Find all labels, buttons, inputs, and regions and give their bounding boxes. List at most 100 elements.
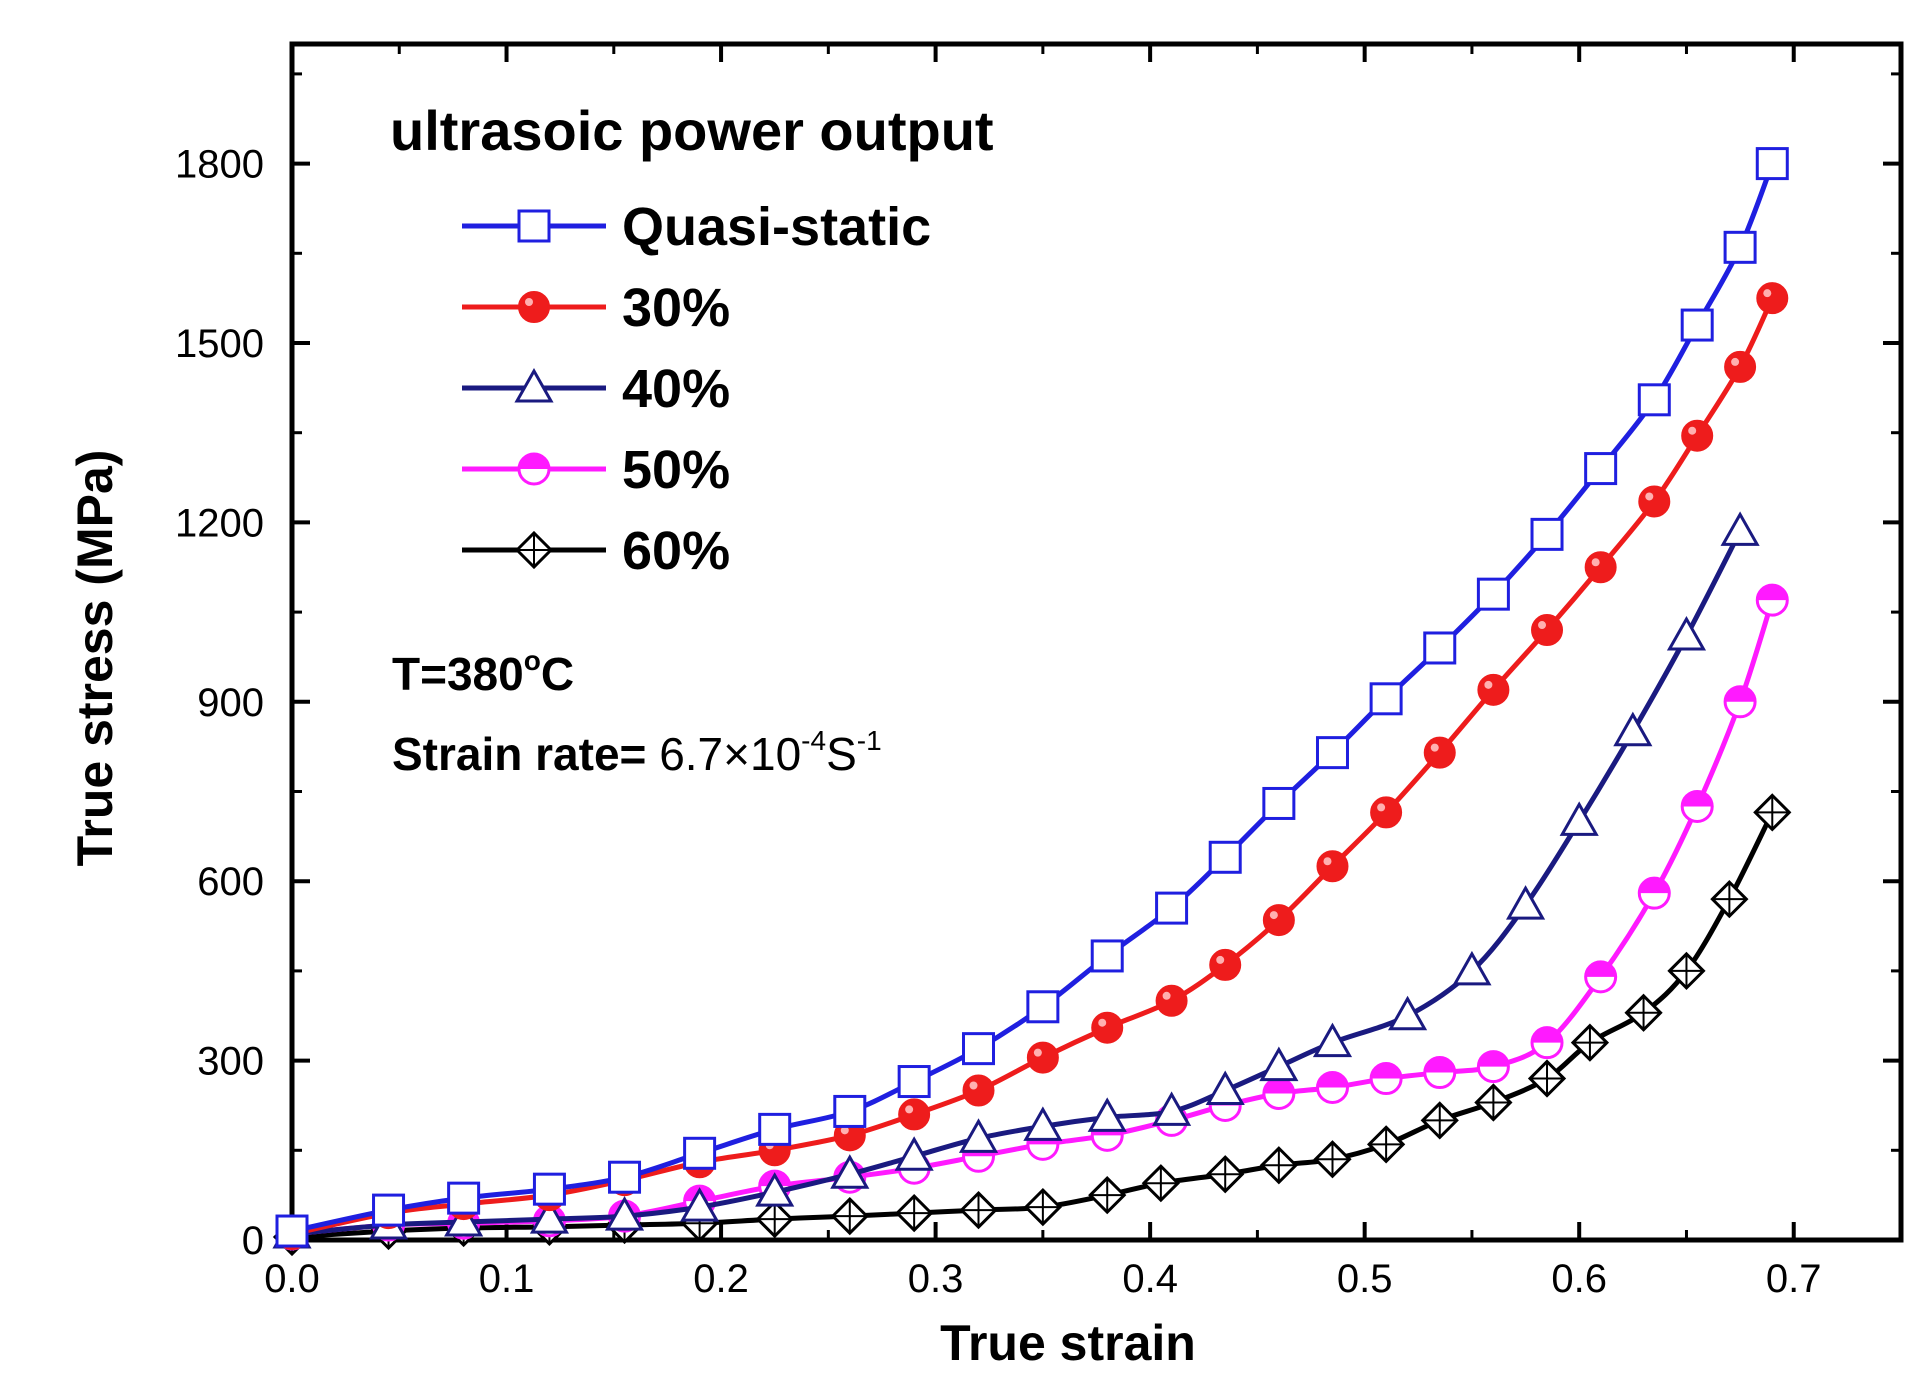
legend-item: 40% bbox=[462, 359, 730, 419]
legend-item: Quasi-static bbox=[462, 197, 931, 257]
data-point bbox=[830, 1196, 869, 1236]
data-point bbox=[1637, 383, 1671, 417]
data-point bbox=[1720, 511, 1760, 546]
x-tick-label: 0.3 bbox=[908, 1257, 964, 1301]
data-point bbox=[959, 1190, 998, 1230]
data-point bbox=[1723, 685, 1757, 719]
legend-item: 60% bbox=[462, 521, 730, 581]
data-point bbox=[1530, 517, 1564, 551]
data-point bbox=[1262, 904, 1295, 937]
data-point bbox=[1026, 1041, 1059, 1074]
data-point bbox=[1026, 990, 1060, 1024]
data-point bbox=[1023, 1106, 1063, 1141]
x-tick-label: 0.2 bbox=[693, 1257, 749, 1301]
data-point bbox=[1155, 891, 1189, 925]
data-point bbox=[1369, 1062, 1403, 1096]
y-tick-label: 0 bbox=[242, 1219, 264, 1263]
data-point bbox=[1087, 1097, 1127, 1132]
data-point bbox=[833, 1094, 867, 1128]
data-point bbox=[1259, 1046, 1299, 1082]
data-point bbox=[1681, 419, 1714, 452]
y-tick-label: 300 bbox=[197, 1040, 264, 1084]
data-point bbox=[1477, 673, 1510, 706]
data-point bbox=[447, 1181, 481, 1215]
data-point bbox=[683, 1136, 717, 1170]
x-tick-label: 0.7 bbox=[1766, 1257, 1822, 1301]
legend-marker bbox=[517, 452, 551, 486]
legend-label: 60% bbox=[622, 521, 730, 581]
data-point bbox=[1756, 282, 1789, 315]
legend-marker bbox=[514, 530, 554, 570]
plot-area bbox=[289, 41, 1904, 1243]
y-tick-label: 1800 bbox=[175, 143, 264, 187]
data-point bbox=[1452, 950, 1492, 986]
data-point bbox=[1638, 485, 1671, 518]
legend-marker bbox=[514, 367, 554, 403]
data-point bbox=[1423, 1056, 1457, 1090]
data-point bbox=[1091, 1011, 1124, 1044]
x-tick-label: 0.1 bbox=[479, 1257, 535, 1301]
series-quasi-static bbox=[275, 147, 1789, 1248]
data-point bbox=[372, 1193, 406, 1227]
annotation-strain-rate: Strain rate= 6.7×10-4S-1 bbox=[392, 725, 882, 780]
data-point bbox=[1476, 577, 1510, 611]
data-point bbox=[1584, 960, 1618, 994]
data-point bbox=[758, 1112, 792, 1146]
data-point bbox=[1559, 801, 1599, 836]
data-point bbox=[1155, 984, 1188, 1017]
series-layer bbox=[272, 147, 1792, 1257]
data-point bbox=[1141, 1164, 1180, 1203]
data-point bbox=[532, 1172, 566, 1206]
data-point bbox=[1666, 615, 1707, 651]
data-point bbox=[894, 1136, 934, 1171]
data-point bbox=[830, 1154, 870, 1189]
data-point bbox=[1023, 1187, 1062, 1227]
x-axis-title: True strain bbox=[940, 1315, 1196, 1371]
data-point bbox=[1316, 850, 1349, 883]
data-point bbox=[1724, 350, 1757, 383]
y-tick-label: 900 bbox=[197, 681, 264, 725]
data-point bbox=[1313, 1140, 1352, 1179]
data-point bbox=[895, 1193, 934, 1233]
data-point bbox=[1262, 1076, 1296, 1110]
data-point bbox=[680, 1187, 720, 1222]
data-point bbox=[1531, 614, 1564, 647]
data-point bbox=[1753, 793, 1792, 832]
legend-label: 40% bbox=[622, 359, 730, 419]
data-point bbox=[1613, 711, 1653, 747]
data-point bbox=[1423, 736, 1456, 769]
legend-item: 30% bbox=[462, 278, 730, 338]
data-point bbox=[1208, 840, 1242, 874]
y-tick-label: 1200 bbox=[175, 501, 264, 545]
data-point bbox=[604, 1196, 645, 1231]
series-60pct bbox=[272, 793, 1792, 1257]
data-point bbox=[1680, 789, 1714, 823]
data-point bbox=[1315, 1071, 1349, 1105]
legend-item: 50% bbox=[462, 440, 730, 500]
data-point bbox=[1527, 1059, 1567, 1098]
data-point bbox=[1366, 1125, 1406, 1164]
data-point bbox=[1387, 995, 1428, 1031]
data-point bbox=[1088, 1176, 1127, 1215]
data-point bbox=[1710, 880, 1749, 919]
data-point bbox=[1624, 993, 1663, 1032]
data-point bbox=[897, 1065, 931, 1099]
data-point bbox=[1152, 1091, 1192, 1126]
x-tick-label: 0.4 bbox=[1122, 1257, 1178, 1301]
data-point bbox=[898, 1098, 931, 1131]
data-point bbox=[1370, 796, 1403, 829]
legend-marker bbox=[517, 209, 551, 243]
data-point bbox=[1476, 1050, 1510, 1084]
data-point bbox=[1474, 1083, 1513, 1122]
data-point bbox=[1584, 452, 1618, 486]
legend-label: 30% bbox=[622, 278, 730, 338]
data-point bbox=[1206, 1155, 1245, 1194]
data-point bbox=[1259, 1146, 1298, 1185]
data-point bbox=[962, 1032, 996, 1066]
data-point bbox=[1637, 876, 1671, 910]
data-point bbox=[1723, 230, 1757, 264]
data-point bbox=[1205, 1070, 1245, 1105]
data-point bbox=[755, 1199, 794, 1239]
data-point bbox=[1570, 1023, 1610, 1062]
